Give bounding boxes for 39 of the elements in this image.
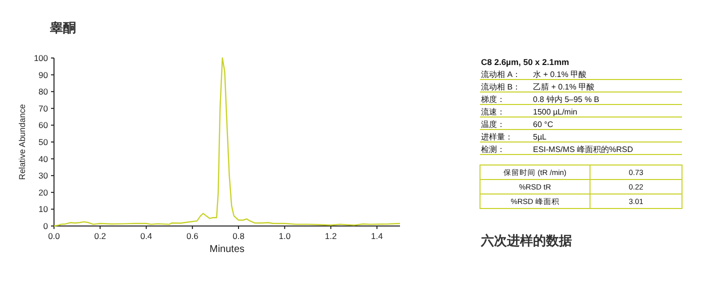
- y-tick-label: 100: [34, 53, 48, 63]
- text: 梯度：: [480, 95, 505, 104]
- y-tick-label: 70: [38, 103, 48, 114]
- line-series: [53, 57, 401, 227]
- y-tick-label: 20: [38, 187, 48, 198]
- text: 0.8 钟内 5–95 % B: [533, 95, 600, 104]
- text: 水 + 0.1% 甲酸: [533, 70, 587, 79]
- y-tick-label: 0: [43, 221, 48, 231]
- text: 5µL: [533, 132, 548, 142]
- y-tick-label: 90: [38, 70, 48, 80]
- x-tick-label: 0.2: [94, 231, 106, 241]
- text: 检测：: [481, 145, 505, 154]
- y-tick-label: 50: [38, 137, 48, 147]
- y-tick-label: 40: [38, 154, 48, 164]
- y-tick-label: 30: [38, 170, 48, 181]
- y-tick-label: 60: [38, 120, 48, 130]
- x-tick-label: 1.4: [371, 231, 384, 241]
- x-tick-label: 0.4: [140, 231, 152, 241]
- y-tick-label: 80: [38, 86, 48, 97]
- x-tick-label: 0.6: [186, 231, 199, 241]
- text: 乙腈 + 0.1% 甲酸: [533, 82, 595, 92]
- x-tick-label: 1.0: [278, 231, 291, 241]
- y-axis-title: Relative Abundance: [17, 104, 27, 180]
- y-tick-label: 10: [38, 204, 48, 214]
- x-tick-label: 0.8: [232, 231, 245, 241]
- x-tick-label: 1.2: [324, 231, 337, 241]
- text: 温度：: [481, 120, 505, 129]
- chart-title: 睾酮: [49, 20, 76, 35]
- text: 60 °C: [533, 120, 554, 129]
- text: 流动相 B：: [481, 82, 521, 92]
- text: 流速：: [481, 108, 505, 116]
- x-axis-title: Minutes: [209, 244, 245, 255]
- text: 六次进样的数据: [480, 233, 572, 248]
- text: C8 2.6µm, 50 x 2.1mm: [481, 57, 570, 67]
- text: ESI-MS/MS 峰面积的%RSD: [533, 145, 634, 154]
- text: 进样量：: [481, 132, 513, 142]
- x-tick-label: 0.0: [48, 231, 60, 241]
- text: 1500 µL/min: [533, 108, 578, 116]
- text: 流动相 A：: [481, 70, 521, 79]
